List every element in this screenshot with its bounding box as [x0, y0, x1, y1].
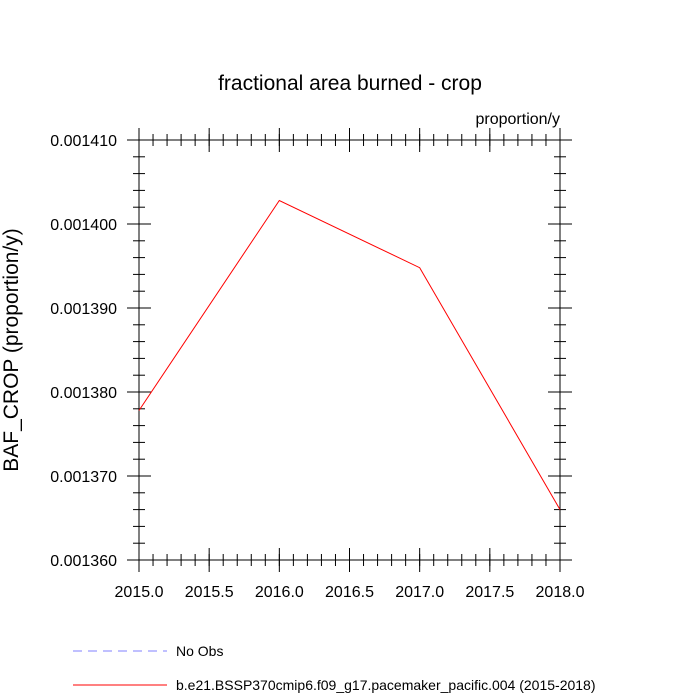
- x-tick-label: 2017.0: [395, 584, 444, 601]
- units-label: proportion/y: [476, 111, 561, 128]
- legend-label: b.e21.BSSP370cmip6.f09_g17.pacemaker_pac…: [176, 677, 596, 693]
- legend: No Obs b.e21.BSSP370cmip6.f09_g17.pacemak…: [73, 643, 596, 693]
- y-tick-label: 0.001390: [50, 301, 117, 318]
- x-tick-label: 2017.5: [465, 584, 514, 601]
- x-tick-label: 2015.5: [185, 584, 234, 601]
- series-line: [138, 199, 561, 510]
- y-tick-label: 0.001410: [50, 133, 117, 150]
- x-tick-labels: 2015.0 2015.5 2016.0 2016.5 2017.0 2017.5 2018…: [115, 584, 585, 601]
- x-tick-label: 2015.0: [115, 584, 164, 601]
- series-layer: [138, 199, 561, 510]
- y-tick-labels: 0.001360 0.001370 0.001380 0.001390 0.001400…: [50, 133, 117, 570]
- y-axis-label: BAF_CROP (proportion/y): [0, 228, 23, 472]
- major-ticks: [127, 128, 572, 572]
- minor-ticks: [133, 134, 566, 566]
- x-tick-label: 2016.5: [325, 584, 374, 601]
- x-tick-label: 2016.0: [255, 584, 304, 601]
- y-tick-label: 0.001400: [50, 217, 117, 234]
- y-tick-label: 0.001380: [50, 385, 117, 402]
- x-tick-label: 2018.0: [536, 584, 585, 601]
- chart-title: fractional area burned - crop: [218, 72, 482, 95]
- legend-label: No Obs: [176, 643, 223, 659]
- y-tick-label: 0.001360: [50, 553, 117, 570]
- plot-frame: [138, 139, 561, 561]
- y-tick-label: 0.001370: [50, 469, 117, 486]
